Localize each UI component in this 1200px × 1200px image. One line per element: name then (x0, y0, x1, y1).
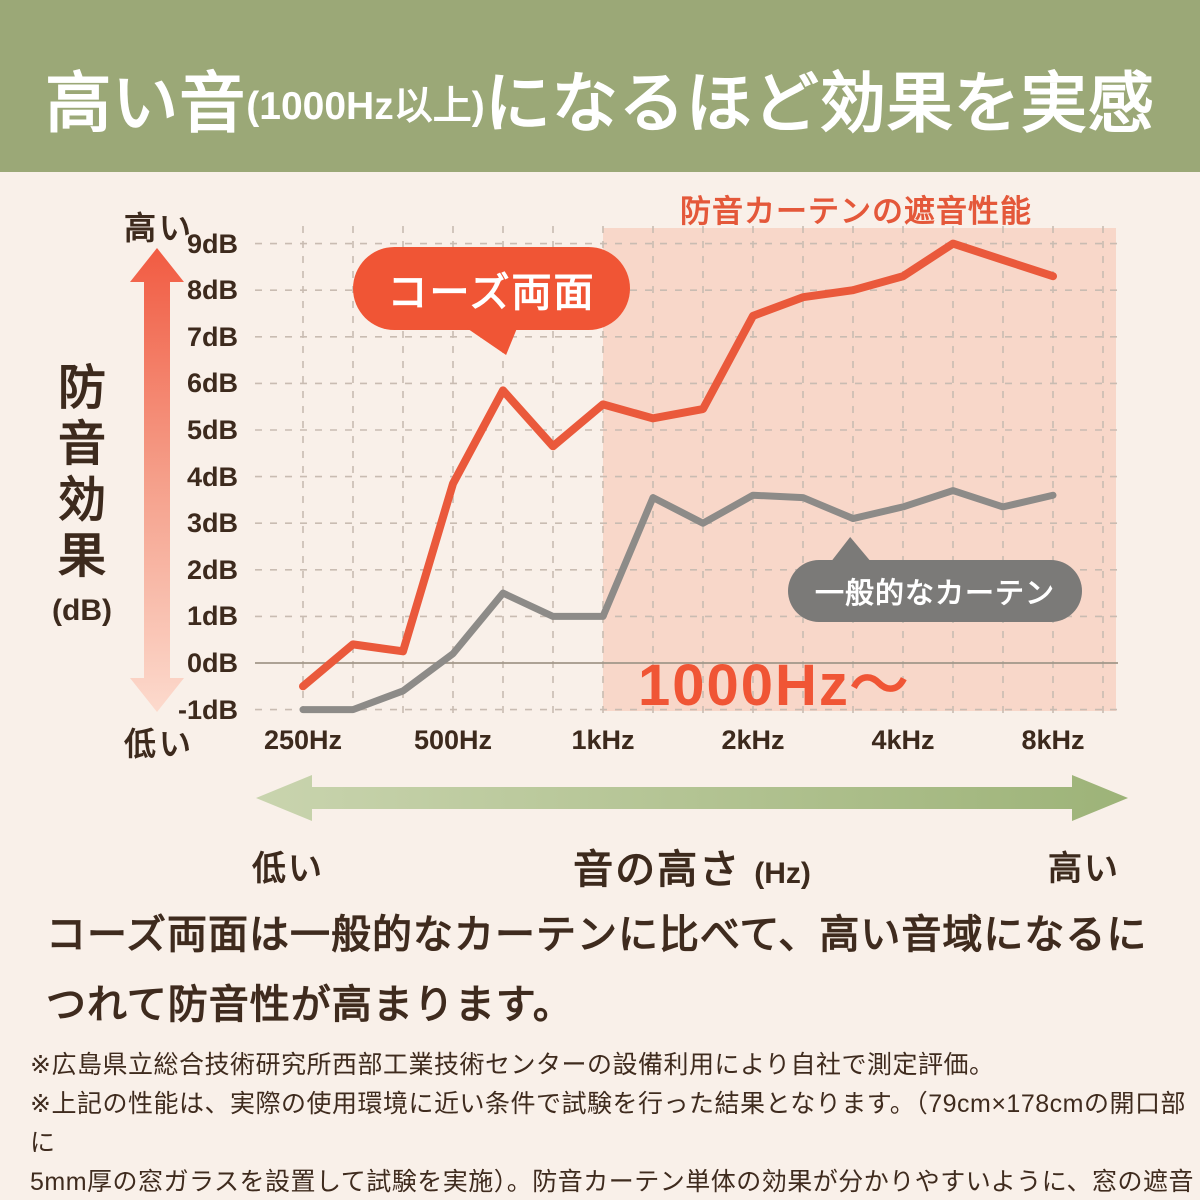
y-axis-tick: 2dB (186, 554, 238, 585)
series-label-koozu: コーズ両面 (387, 270, 596, 315)
y-axis-low-label: 低い (124, 726, 195, 762)
series-line-0 (299, 239, 1057, 691)
y-axis-tick: 5dB (186, 415, 238, 445)
x-axis-tick: 2kHz (721, 725, 785, 755)
page-title-emphasis: 高い音 (45, 66, 247, 140)
chart-title: 防音カーテンの遮音性能 (680, 194, 1032, 229)
y-axis-title-char: 果 (57, 530, 106, 583)
x-axis-low-label: 低い (252, 850, 324, 888)
footnote-line: 5mm厚の窓ガラスを設置して試験を実施）。防音カーテン単体の効果が分かりやすいよ… (30, 1168, 1195, 1196)
x-axis-tick: 500Hz (413, 725, 493, 755)
series-label-ordinary: 一般的なカーテン (814, 578, 1055, 610)
y-axis-tick: -1dB (178, 694, 238, 725)
page-title-parenthetical: (1000Hz以上) (246, 85, 485, 128)
description-line: コーズ両面は一般的なカーテンに比べて、高い音域になるに (46, 913, 1148, 957)
x-axis-tick: 4kHz (871, 725, 935, 755)
y-axis-tick: 6dB (186, 368, 238, 399)
x-axis-tick: 1kHz (571, 725, 635, 755)
y-axis-title: 防 音 効 果 (46, 361, 118, 585)
y-axis-title-char: 防 (57, 362, 106, 415)
footnote-line: ※広島県立総合技術研究所西部工業技術センターの設備利用により自社で測定評価。 (30, 1051, 995, 1079)
y-axis-tick: 4dB (186, 461, 238, 492)
series-label-bubble-ordinary: 一般的なカーテン (788, 560, 1082, 622)
x-axis-tick: 8kHz (1021, 725, 1085, 755)
y-axis-tick: 9dB (186, 228, 238, 259)
y-axis-tick: 0dB (186, 648, 238, 678)
line-chart (255, 226, 1118, 716)
x-axis-title: 音の高さ (Hz) (254, 837, 1130, 895)
y-axis-title-char: 音 (57, 418, 106, 471)
frequency-axis-arrow-icon (256, 775, 1128, 821)
y-axis-tick: 7dB (186, 321, 238, 352)
description-line: つれて防音性が高まります。 (46, 983, 574, 1027)
highlight-region (603, 228, 1116, 711)
y-axis-tick: 1dB (186, 601, 238, 632)
footnotes: ※広島県立総合技術研究所西部工業技術センターの設備利用により自社で測定評価。 ※… (30, 1046, 1200, 1200)
header-banner: 高い音 (1000Hz以上) になるほど効果を実感 (0, 0, 1200, 172)
page-title-rest: になるほど効果を実感 (484, 66, 1155, 140)
description-text: コーズ両面は一般的なカーテンに比べて、高い音域になるに つれて防音性が高まります… (46, 900, 1147, 1040)
series-label-bubble-koozu: コーズ両面 (353, 247, 630, 330)
x-axis-title-text: 音の高さ (573, 848, 742, 892)
db-axis-arrow-icon (130, 248, 184, 712)
x-axis-high-label: 高い (1048, 850, 1120, 888)
x-axis-unit: (Hz) (754, 857, 811, 890)
series-line-1 (299, 487, 1057, 714)
y-axis-unit: (dB) (52, 594, 112, 627)
y-axis-high-label: 高い (124, 210, 195, 246)
y-axis-tick: 8dB (186, 275, 238, 306)
page-title: 高い音 (1000Hz以上) になるほど効果を実感 (45, 50, 1154, 146)
y-axis-tick: 3dB (186, 508, 238, 539)
y-axis-title-char: 効 (57, 474, 106, 527)
x-axis-tick: 250Hz (263, 725, 343, 755)
footnote-line: ※上記の性能は、実際の使用環境に近い条件で試験を行った結果となります。（79cm… (30, 1090, 1186, 1157)
highlight-region-label: 1000Hz〜 (638, 653, 910, 718)
